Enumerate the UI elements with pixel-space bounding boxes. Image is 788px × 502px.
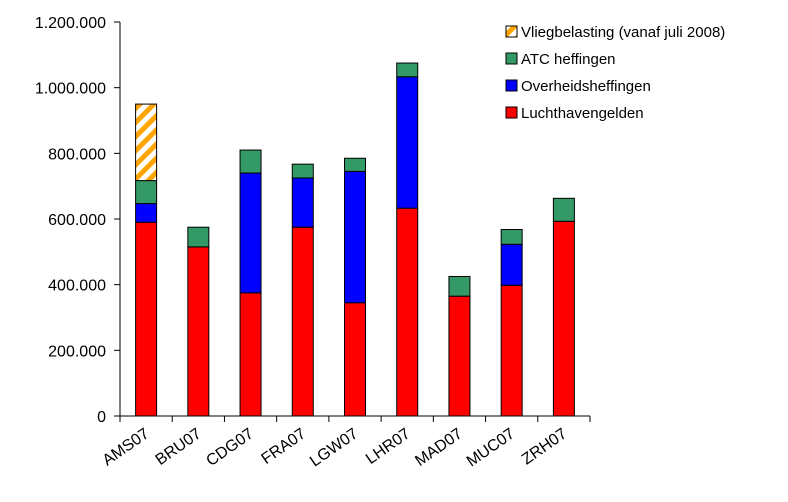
legend-swatch [505,52,518,65]
bar-segment-fra07-overheidsheffingen [291,177,314,228]
x-tick-label: MUC07 [464,425,518,470]
bar-segment-lhr07-luchthavengelden [396,207,419,417]
chart-bars [135,62,575,417]
bar-segment-ams07-vliegbelasting [135,103,158,182]
bar-segment-mad07-luchthavengelden [448,295,471,417]
y-tick-labels: 0 200.000 400.000 600.000 800.000 1.000.000 1.… [35,15,106,426]
legend-swatch [505,106,518,119]
x-tick-label: CDG07 [203,425,257,470]
y-tick-label: 800.000 [48,146,106,163]
legend-swatch [505,79,518,92]
x-tick-label: AMS07 [100,425,153,469]
bar-segment-bru07-luchthavengelden [187,246,210,417]
bar-segment-mad07-atc [448,275,471,297]
bar-segment-lgw07-luchthavengelden [344,302,366,417]
y-tick-label: 0 [97,409,106,426]
x-tick-label: ZRH07 [519,425,570,468]
bar-segment-bru07-atc [187,226,210,248]
legend-label: Luchthavengelden [521,105,644,122]
bar-segment-ams07-overheidsheffingen [135,203,158,223]
legend-label: Vliegbelasting (vanaf juli 2008) [521,24,725,41]
x-tick-label: MAD07 [412,425,466,470]
legend-label: Overheidsheffingen [521,78,651,95]
bar-segment-lgw07-overheidsheffingen [344,170,366,304]
x-tick-label: BRU07 [153,425,205,469]
x-tick-label: LGW07 [307,425,361,470]
bar-segment-ams07-atc [135,180,158,205]
bar-segment-cdg07-overheidsheffingen [239,172,262,294]
legend-label: ATC heffingen [521,51,616,68]
y-tick-label: 1.000.000 [35,81,106,98]
bar-segment-ams07-luchthavengelden [135,221,158,417]
bar-segment-fra07-luchthavengelden [291,226,314,417]
x-tick-label: LHR07 [363,425,414,468]
y-tick-label: 400.000 [48,278,106,295]
legend-swatch [505,25,518,38]
bar-segment-zrh07-atc [552,197,575,222]
y-tick-label: 200.000 [48,343,106,360]
y-tick-label: 600.000 [48,212,106,229]
y-tick-label: 1.200.000 [35,15,106,32]
bar-segment-cdg07-atc [239,149,262,174]
bar-segment-lhr07-atc [396,62,419,78]
bar-segment-zrh07-luchthavengelden [552,220,575,417]
bar-segment-muc07-atc [500,229,523,245]
bar-segment-muc07-luchthavengelden [500,284,523,417]
x-tick-label: FRA07 [259,425,310,468]
bar-segment-muc07-overheidsheffingen [500,243,523,286]
bar-segment-fra07-atc [291,163,314,179]
bar-segment-lgw07-atc [344,157,366,172]
chart-legend: Vliegbelasting (vanaf juli 2008) ATC heff… [505,24,725,122]
bar-segment-cdg07-luchthavengelden [239,292,262,417]
bar-segment-lhr07-overheidsheffingen [396,76,419,209]
